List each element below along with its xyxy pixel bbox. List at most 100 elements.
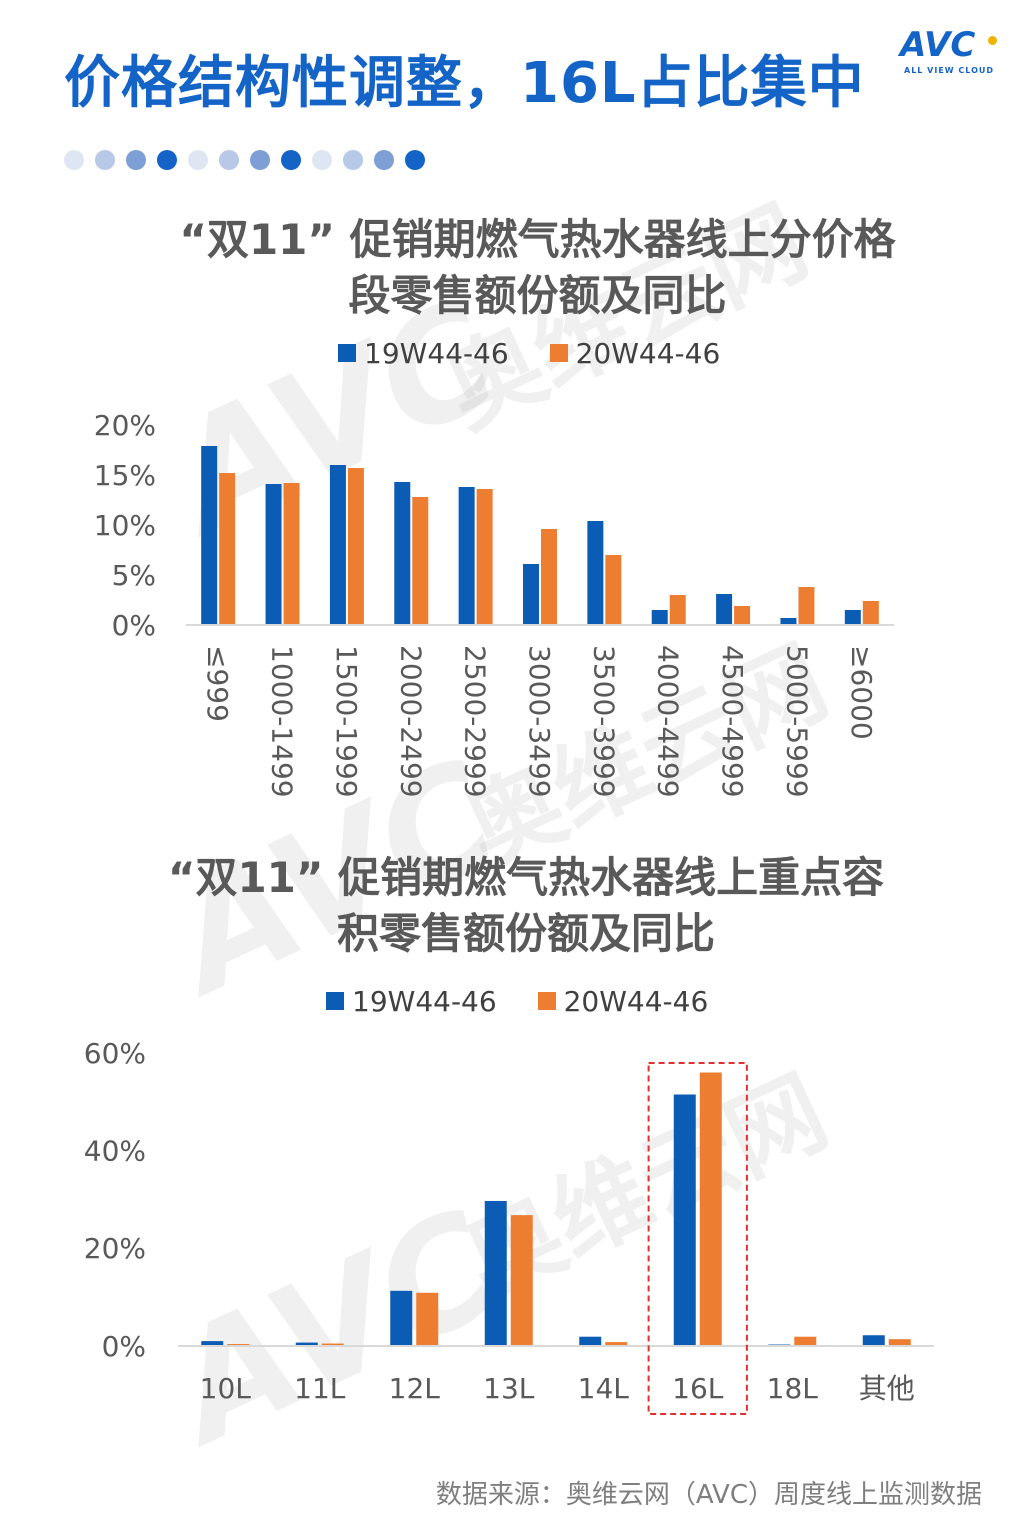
legend-item: 20W44-46: [537, 984, 709, 1018]
y-tick-label: 15%: [94, 459, 156, 492]
chart-title-line2: 段零售额份额及同比: [348, 271, 727, 320]
legend-item: 20W44-46: [549, 336, 721, 370]
bar-series1: [295, 1342, 318, 1346]
x-tick-label: 3500-3999: [587, 645, 620, 798]
x-tick-label: 12L: [389, 1372, 441, 1405]
legend-swatch-series1: [338, 344, 356, 362]
bar-series1: [587, 521, 604, 625]
x-tick-label: 2000-2499: [394, 645, 427, 798]
decorative-dot: [64, 150, 84, 170]
bar-series2: [699, 1072, 722, 1346]
y-tick-label: 0%: [102, 1330, 146, 1363]
chart-title-capacity: “双11” 促销期燃气热水器线上重点容 积零售额份额及同比: [0, 850, 1024, 962]
logo-text: AVC: [900, 25, 976, 65]
legend-label: 20W44-46: [563, 984, 709, 1018]
decorative-dot: [281, 150, 301, 170]
bar-series2: [476, 489, 493, 625]
y-tick-label: 20%: [94, 409, 156, 442]
y-tick-label: 40%: [84, 1134, 146, 1167]
bar-series2: [416, 1292, 439, 1346]
x-tick-label: 2500-2999: [459, 645, 492, 798]
bar-series2: [605, 1342, 628, 1346]
avc-logo: AVC ALL VIEW CLOUD: [900, 26, 1010, 82]
legend-label: 20W44-46: [575, 336, 721, 370]
bar-series1: [329, 465, 346, 625]
x-tick-label: 1500-1999: [330, 645, 363, 798]
bar-series1: [651, 610, 668, 625]
bar-series1: [673, 1094, 696, 1346]
chart-title-line2: 积零售额份额及同比: [336, 909, 715, 958]
x-tick-label: 10L: [200, 1372, 252, 1405]
y-tick-label: 20%: [84, 1232, 146, 1265]
page-title: 价格结构性调整，16L占比集中: [64, 51, 865, 116]
legend-swatch-series2: [537, 992, 556, 1010]
bar-series1: [265, 484, 282, 625]
bar-series2: [862, 601, 879, 625]
bar-series2: [541, 529, 557, 625]
bar-series2: [321, 1343, 344, 1346]
x-tick-label: 1000-1499: [266, 645, 299, 798]
bar-series2: [283, 483, 300, 625]
bar-series2: [605, 555, 622, 625]
x-tick-label: 5000-5999: [780, 645, 813, 798]
x-tick-label: 4000-4499: [652, 645, 685, 798]
bar-series1: [458, 487, 475, 625]
x-tick-label: 其他: [859, 1372, 915, 1405]
bar-series2: [798, 587, 815, 625]
y-tick-label: 0%: [112, 609, 156, 642]
decorative-dot: [157, 150, 177, 170]
bar-series1: [390, 1290, 413, 1346]
logo-dot-icon: [988, 36, 997, 45]
bar-series2: [510, 1215, 533, 1346]
decorative-dot: [343, 150, 363, 170]
decorative-dot: [219, 150, 239, 170]
y-tick-label: 10%: [94, 509, 156, 542]
legend-label: 19W44-46: [352, 984, 497, 1018]
x-tick-label: ≤999: [201, 645, 234, 722]
capacity-bar-chart: 0% 20% 40% 60% 10L 11L 12L 13L 14L 16L 18L 其他: [84, 1037, 934, 1415]
x-tick-label: 11L: [294, 1372, 346, 1405]
bar-series2: [888, 1339, 911, 1346]
bar-series2: [412, 497, 429, 625]
bar-series1: [523, 564, 539, 625]
bar-series1: [484, 1200, 507, 1346]
bar-series2: [794, 1336, 817, 1346]
price-segment-bar-chart: 0% 5% 10% 15% 20% ≤999 1000-1499 1500-1999 2000-…: [94, 409, 894, 798]
chart-title-price: “双11” 促销期燃气热水器线上分价格 段零售额份额及同比: [0, 212, 1024, 324]
bar-series2: [347, 468, 364, 625]
legend-item: 19W44-46: [326, 985, 497, 1018]
chart-legend-capacity: 19W44-46 20W44-46: [326, 984, 740, 1018]
bar-series1: [862, 1335, 885, 1346]
bar-series2: [734, 606, 751, 625]
bar-series1: [394, 482, 411, 625]
bar-series2: [669, 595, 686, 625]
x-tick-label: 18L: [767, 1372, 819, 1405]
decorative-dot: [188, 150, 208, 170]
legend-item: 19W44-46: [338, 337, 509, 370]
bar-series1: [780, 618, 797, 625]
x-tick-label: 3000-3499: [523, 645, 556, 798]
x-tick-label: ≥6000: [845, 645, 878, 740]
data-source-note: 数据来源：奥维云网（AVC）周度线上监测数据: [435, 1480, 982, 1510]
decorative-dot: [312, 150, 332, 170]
decorative-dot: [126, 150, 146, 170]
bar-series1: [579, 1336, 602, 1346]
bar-series1: [716, 594, 733, 625]
legend-swatch-series1: [326, 992, 344, 1010]
decorative-dot: [250, 150, 270, 170]
y-tick-label: 60%: [84, 1037, 146, 1070]
chart-legend-price: 19W44-46 20W44-46: [338, 336, 752, 370]
bar-series1: [201, 1341, 224, 1346]
bar-series2: [219, 473, 236, 625]
decorative-dot: [95, 150, 115, 170]
decorative-dot: [374, 150, 394, 170]
logo-subtext: ALL VIEW CLOUD: [904, 66, 995, 75]
x-tick-label: 14L: [578, 1372, 630, 1405]
x-tick-label: 4500-4999: [716, 645, 749, 798]
chart-title-line1: “双11” 促销期燃气热水器线上重点容: [167, 853, 885, 902]
decorative-dot: [405, 150, 425, 170]
bar-series1: [201, 446, 218, 625]
chart-title-line1: “双11” 促销期燃气热水器线上分价格: [179, 215, 896, 264]
x-tick-label: 16L: [672, 1372, 724, 1405]
bar-series1: [844, 610, 861, 625]
